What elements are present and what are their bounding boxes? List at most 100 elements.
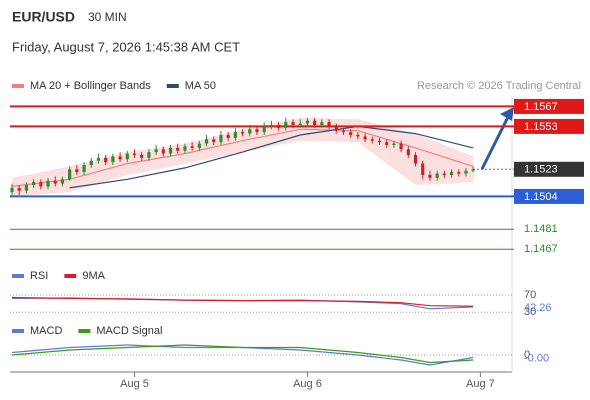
y-tick-label: 0	[524, 349, 530, 361]
candle-body	[298, 123, 302, 125]
legend-label: MA 20 + Bollinger Bands	[30, 80, 151, 92]
level-label: 1.1467	[524, 243, 558, 255]
x-tick-label: Aug 5	[120, 378, 149, 390]
candle-body	[457, 172, 461, 174]
candle-body	[291, 122, 295, 125]
interval: 30 MIN	[88, 10, 127, 24]
level-label: 1.1553	[524, 121, 558, 133]
candle-body	[334, 126, 338, 131]
candle-body	[413, 155, 418, 164]
legend-label: MACD Signal	[96, 325, 162, 337]
forecast-arrowhead	[500, 107, 514, 121]
indicator-line	[11, 344, 474, 364]
legend-label: 9MA	[82, 270, 105, 282]
source: Research © 2026 Trading Central	[417, 80, 581, 92]
level-label-box	[514, 98, 584, 114]
candle-body	[320, 122, 324, 125]
y-tick-label: 30	[524, 306, 536, 318]
x-tick-label: Aug 7	[466, 378, 495, 390]
candle-body	[168, 147, 173, 154]
candle-body	[17, 187, 21, 191]
candle-body	[53, 180, 57, 184]
value-label: -0.00	[524, 352, 549, 364]
candle-body	[60, 179, 65, 184]
candle-body	[240, 132, 245, 134]
candle-body	[75, 169, 79, 173]
candle-body	[471, 169, 475, 171]
candle-body	[305, 120, 310, 124]
candle-body	[428, 175, 432, 178]
symbol: EUR/USD	[12, 9, 75, 25]
candle-body	[104, 157, 108, 163]
level-label: 1.1523	[524, 164, 558, 176]
candle-body	[68, 169, 72, 180]
candle-body	[118, 156, 122, 160]
candle-body	[183, 146, 187, 151]
candle-body	[363, 136, 367, 140]
candle-body	[399, 143, 403, 150]
value-label: 42.26	[524, 302, 552, 314]
candle-body	[125, 153, 129, 160]
candle-body	[204, 139, 209, 144]
candle-body	[226, 135, 230, 138]
candle-body	[248, 129, 252, 134]
level-label: 1.1481	[524, 223, 558, 235]
candle-body	[233, 132, 237, 138]
candle-body	[464, 170, 468, 174]
candle-body	[284, 122, 288, 128]
candle-body	[39, 182, 43, 187]
level-label-box	[514, 188, 584, 204]
candle-body	[349, 132, 353, 135]
indicator-line	[11, 344, 474, 366]
candle-body	[147, 152, 151, 158]
candle-body	[96, 157, 101, 161]
candle-body	[82, 165, 86, 173]
candle-body	[356, 135, 360, 137]
candle-body	[10, 187, 14, 193]
level-label: 1.1504	[524, 191, 558, 203]
candle-body	[89, 160, 93, 165]
candle-body	[385, 142, 389, 145]
indicator-line	[11, 296, 474, 307]
candle-body	[197, 143, 201, 148]
candle-body	[161, 149, 165, 154]
candle-body	[46, 180, 50, 187]
candle-body	[449, 172, 454, 175]
candle-body	[32, 182, 36, 185]
candle-body	[406, 149, 410, 155]
candle-body	[269, 125, 274, 127]
candle-body	[132, 153, 137, 155]
ma50-line	[69, 125, 474, 189]
candle-body	[262, 126, 266, 133]
forecast-arrow	[480, 116, 510, 170]
y-tick-label: 70	[524, 289, 536, 301]
level-label-box	[514, 118, 584, 134]
datetime: Friday, August 7, 2026 1:45:38 AM CET	[12, 39, 240, 54]
candle-body	[212, 139, 216, 143]
candle-body	[313, 120, 317, 125]
candle-body	[219, 135, 223, 143]
candle-body	[341, 130, 346, 133]
candle-body	[435, 173, 439, 178]
level-label: 1.1567	[524, 101, 558, 113]
candle-body	[370, 139, 374, 141]
candle-body	[111, 156, 115, 163]
candle-body	[255, 129, 259, 133]
legend-label: MACD	[30, 325, 62, 337]
candle-body	[392, 143, 396, 145]
candle-body	[377, 140, 382, 143]
candle-body	[277, 125, 281, 128]
level-label-box	[514, 161, 584, 177]
x-tick-label: Aug 6	[293, 378, 322, 390]
ma20-line	[11, 128, 474, 187]
candle-body	[442, 173, 446, 175]
candle-body	[176, 147, 180, 151]
candle-body	[327, 122, 331, 127]
candle-body	[24, 185, 29, 191]
legend-label: MA 50	[185, 80, 216, 92]
candle-body	[154, 149, 158, 153]
legend-label: RSI	[30, 270, 48, 282]
candle-body	[190, 146, 194, 148]
candle-body	[421, 163, 425, 175]
